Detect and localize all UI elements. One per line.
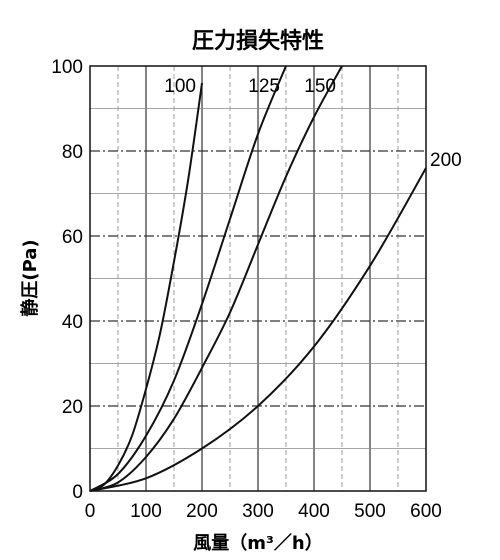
- y-tick-label: 40: [62, 312, 83, 333]
- x-tick-label: 600: [410, 501, 442, 522]
- y-tick-label: 0: [72, 482, 83, 503]
- series-curve-150: [89, 65, 343, 492]
- series-label-100: 100: [164, 76, 196, 97]
- plot-frame: [89, 65, 427, 492]
- x-tick-label: 100: [130, 501, 162, 522]
- series-curve-100: [89, 82, 203, 492]
- x-tick-label: 300: [242, 501, 274, 522]
- y-tick-label: 60: [62, 227, 83, 248]
- curves: [89, 65, 427, 492]
- y-axis-label: 静圧(Pa): [19, 239, 41, 316]
- x-tick-label: 400: [298, 501, 330, 522]
- series-curve-200: [89, 167, 427, 492]
- y-tick-label: 20: [62, 397, 83, 418]
- series-label-125: 125: [248, 76, 280, 97]
- series-label-150: 150: [304, 76, 336, 97]
- y-tick-label: 80: [62, 142, 83, 163]
- x-tick-label: 0: [85, 501, 96, 522]
- tick-labels: 0 100 200 300 400 500 600 0 20 40 60 80 100: [51, 57, 442, 522]
- series-labels: 100 125 150 200: [164, 76, 461, 171]
- series-curve-125: [89, 65, 287, 492]
- x-tick-label: 200: [186, 501, 218, 522]
- series-label-200: 200: [430, 150, 462, 171]
- x-axis-label: 風量（m³／h）: [193, 532, 322, 554]
- grid: [90, 66, 426, 491]
- chart-title: 圧力損失特性: [192, 28, 324, 54]
- x-tick-label: 500: [354, 501, 386, 522]
- y-tick-label: 100: [51, 57, 83, 78]
